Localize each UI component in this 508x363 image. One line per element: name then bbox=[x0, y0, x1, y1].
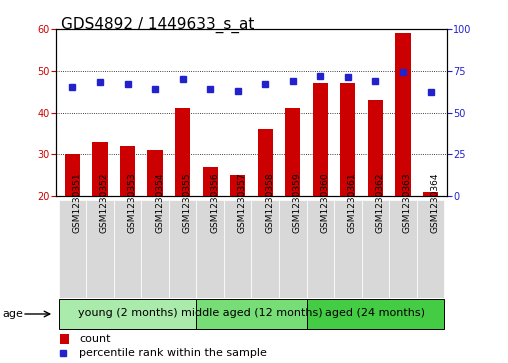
Bar bbox=[197, 200, 224, 298]
Bar bbox=[203, 167, 218, 196]
Text: GSM1230358: GSM1230358 bbox=[265, 172, 274, 233]
Text: count: count bbox=[79, 334, 111, 344]
Text: percentile rank within the sample: percentile rank within the sample bbox=[79, 347, 267, 358]
Text: GDS4892 / 1449633_s_at: GDS4892 / 1449633_s_at bbox=[61, 16, 255, 33]
Text: GSM1230355: GSM1230355 bbox=[182, 172, 192, 233]
Text: aged (24 months): aged (24 months) bbox=[326, 308, 425, 318]
Bar bbox=[169, 200, 197, 298]
Bar bbox=[395, 33, 410, 196]
Bar bbox=[114, 200, 141, 298]
Text: GSM1230353: GSM1230353 bbox=[128, 172, 137, 233]
Bar bbox=[313, 83, 328, 196]
Bar bbox=[60, 334, 69, 344]
Bar bbox=[306, 200, 334, 298]
Text: age: age bbox=[3, 309, 23, 319]
Bar bbox=[141, 200, 169, 298]
Bar bbox=[86, 200, 114, 298]
Bar bbox=[65, 154, 80, 196]
Text: GSM1230360: GSM1230360 bbox=[321, 172, 329, 233]
Bar bbox=[389, 200, 417, 298]
Text: GSM1230362: GSM1230362 bbox=[375, 172, 385, 233]
Text: GSM1230364: GSM1230364 bbox=[430, 172, 439, 233]
Text: GSM1230356: GSM1230356 bbox=[210, 172, 219, 233]
Bar bbox=[417, 200, 444, 298]
Bar bbox=[251, 200, 279, 298]
Text: GSM1230352: GSM1230352 bbox=[100, 172, 109, 233]
Bar bbox=[362, 200, 389, 298]
Bar bbox=[58, 200, 86, 298]
Bar bbox=[58, 299, 197, 329]
Bar bbox=[147, 150, 163, 196]
Bar bbox=[92, 142, 108, 196]
Bar bbox=[334, 200, 362, 298]
Bar bbox=[368, 100, 383, 196]
Bar bbox=[197, 299, 306, 329]
Text: middle aged (12 months): middle aged (12 months) bbox=[181, 308, 322, 318]
Text: GSM1230354: GSM1230354 bbox=[155, 172, 164, 233]
Bar bbox=[258, 129, 273, 196]
Bar bbox=[175, 108, 190, 196]
Text: GSM1230359: GSM1230359 bbox=[293, 172, 302, 233]
Text: GSM1230357: GSM1230357 bbox=[238, 172, 247, 233]
Text: young (2 months): young (2 months) bbox=[78, 308, 177, 318]
Text: GSM1230363: GSM1230363 bbox=[403, 172, 412, 233]
Text: GSM1230361: GSM1230361 bbox=[348, 172, 357, 233]
Bar bbox=[285, 108, 300, 196]
Bar bbox=[306, 299, 444, 329]
Bar bbox=[230, 175, 245, 196]
Bar bbox=[279, 200, 306, 298]
Text: GSM1230351: GSM1230351 bbox=[73, 172, 81, 233]
Bar bbox=[340, 83, 356, 196]
Bar bbox=[120, 146, 135, 196]
Bar bbox=[224, 200, 251, 298]
Bar bbox=[423, 192, 438, 196]
